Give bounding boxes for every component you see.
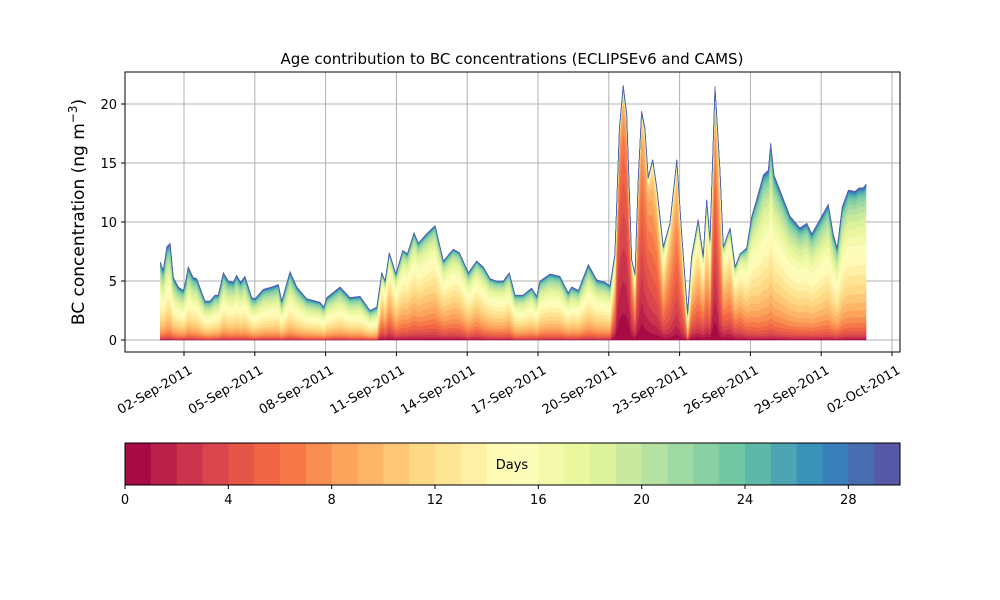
colorbar-bin [125, 443, 152, 485]
colorbar-ticks: 0 4 8 12 16 20 24 28 [121, 485, 857, 508]
colorbar-bin [486, 443, 513, 485]
colorbar-bin [590, 443, 617, 485]
plot-frame [124, 71, 901, 353]
colorbar-tick-label: 0 [121, 493, 129, 508]
colorbar-bin [667, 443, 694, 485]
colorbar-tick-label: 12 [427, 493, 444, 508]
colorbar-bin [383, 443, 410, 485]
colorbar-bin [538, 443, 565, 485]
y-tick-label: 10 [100, 216, 117, 231]
colorbar-bin [615, 443, 643, 485]
colorbar-bin [796, 443, 823, 485]
y-axis-label: BC concentration (ng m−3) [66, 99, 89, 325]
colorbar-tick-label: 28 [840, 493, 857, 508]
colorbar-bin [745, 443, 772, 485]
chart-title: Age contribution to BC concentrations (E… [281, 50, 744, 68]
colorbar-tick-label: 20 [633, 493, 650, 508]
colorbar-bin [641, 443, 668, 485]
colorbar-bin [564, 443, 591, 485]
colorbar-bin [254, 443, 281, 485]
colorbar-bin [848, 443, 875, 485]
colorbar-bin [409, 443, 436, 485]
colorbar-tick-label: 24 [737, 493, 754, 508]
colorbar-bin [280, 443, 307, 485]
y-tick-label: 0 [109, 334, 117, 349]
colorbar-bin [822, 443, 849, 485]
colorbar-bin [202, 443, 229, 485]
colorbar-tick-label: 4 [224, 493, 232, 508]
colorbar-bin [331, 443, 358, 485]
y-tick-label: 5 [109, 275, 117, 290]
y-tick-label: 20 [100, 98, 117, 113]
colorbar-bin [693, 443, 720, 485]
colorbar-label: Days [496, 458, 529, 473]
y-axis: 0 5 10 15 20 [100, 98, 125, 349]
colorbar-tick-label: 8 [328, 493, 336, 508]
colorbar-frame [124, 442, 901, 486]
colorbar-tick-label: 16 [530, 493, 547, 508]
colorbar-bin [512, 443, 539, 485]
colorbar-bin [460, 443, 488, 485]
colorbar-bin [176, 443, 203, 485]
colorbar-bin [719, 443, 746, 485]
y-tick-label: 15 [100, 157, 117, 172]
colorbar-bin [357, 443, 384, 485]
colorbar-bin [150, 443, 178, 485]
colorbar-bin [770, 443, 798, 485]
colorbar-bin [435, 443, 462, 485]
colorbar-bin [228, 443, 255, 485]
colorbar [125, 443, 901, 485]
stacked-areas [160, 85, 867, 341]
colorbar-bin [305, 443, 333, 485]
age-bin-area-29 [160, 85, 867, 313]
colorbar-bin [874, 443, 901, 485]
